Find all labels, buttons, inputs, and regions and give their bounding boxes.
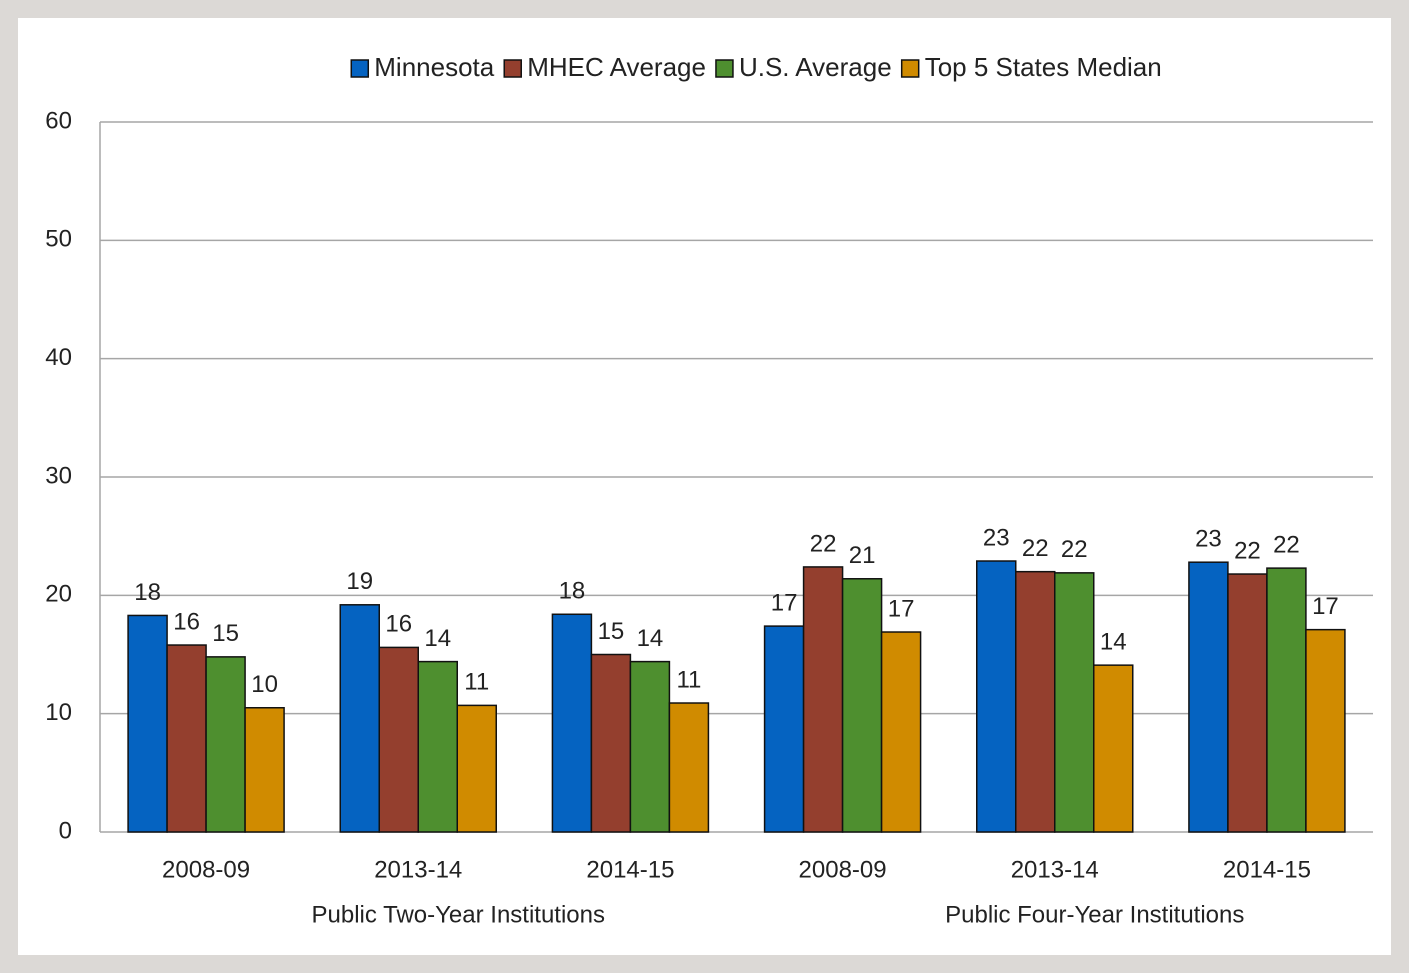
data-label: 16 [385, 611, 412, 638]
legend-swatch [900, 59, 920, 78]
y-tick-label: 50 [45, 226, 72, 253]
bar [841, 578, 883, 833]
data-label: 19 [346, 568, 373, 595]
data-label: 22 [1273, 531, 1300, 558]
data-label: 15 [598, 618, 625, 645]
bar [763, 625, 805, 833]
data-label: 14 [424, 625, 451, 652]
data-label: 21 [849, 542, 876, 569]
data-label: 18 [559, 578, 586, 605]
data-label: 10 [251, 671, 278, 698]
x-tick-label: 2008-09 [162, 856, 250, 883]
bar [629, 660, 671, 833]
bar [551, 613, 593, 833]
legend-swatch [350, 59, 370, 78]
bar [668, 702, 710, 833]
bar [1266, 567, 1307, 833]
y-tick-label: 0 [59, 817, 72, 844]
data-label: 23 [983, 524, 1010, 551]
bar [880, 631, 922, 833]
x-tick-label: 2014-15 [1223, 856, 1311, 883]
data-label: 22 [1061, 536, 1088, 563]
bar [1188, 561, 1229, 833]
legend-label: Minnesota [374, 52, 494, 82]
y-tick-label: 40 [45, 344, 72, 371]
data-label: 11 [464, 669, 489, 696]
bar [1054, 572, 1095, 833]
data-label: 16 [173, 608, 200, 635]
legend-label: Top 5 States Median [925, 52, 1162, 82]
x-tick-label: 2013-14 [1011, 856, 1099, 883]
legend-label: U.S. Average [739, 52, 892, 82]
bar [976, 560, 1017, 833]
bar [205, 656, 246, 833]
y-tick-label: 20 [45, 581, 72, 608]
bar [1093, 664, 1134, 833]
bar [590, 653, 632, 833]
bar [339, 604, 380, 833]
group-label: Public Two-Year Institutions [312, 901, 606, 928]
data-label: 17 [888, 595, 915, 622]
data-label: 22 [810, 530, 837, 557]
bar [417, 660, 458, 833]
data-label: 11 [676, 666, 701, 693]
data-label: 17 [1312, 593, 1339, 620]
y-tick-label: 10 [45, 699, 72, 726]
bar [1015, 570, 1056, 833]
data-label: 22 [1234, 537, 1261, 564]
legend-swatch [715, 59, 734, 78]
data-label: 23 [1195, 526, 1222, 553]
bar [127, 614, 168, 833]
x-tick-label: 2008-09 [799, 856, 887, 883]
bar [802, 566, 844, 833]
data-label: 15 [212, 620, 239, 647]
data-label: 14 [1100, 628, 1127, 655]
bar [1305, 628, 1346, 833]
bar [1227, 573, 1268, 833]
y-tick-label: 60 [45, 107, 72, 134]
data-label: 17 [771, 589, 798, 616]
bar [166, 644, 207, 833]
x-tick-label: 2014-15 [586, 856, 674, 883]
data-label: 14 [637, 625, 664, 652]
y-tick-label: 30 [45, 462, 72, 489]
legend-swatch [503, 59, 522, 78]
data-label: 22 [1022, 535, 1049, 562]
x-tick-label: 2013-14 [374, 856, 462, 883]
bar [244, 707, 285, 833]
bar [456, 704, 497, 833]
data-label: 18 [134, 579, 161, 606]
legend-label: MHEC Average [527, 52, 706, 82]
bar [378, 646, 419, 833]
group-label: Public Four-Year Institutions [945, 901, 1244, 928]
